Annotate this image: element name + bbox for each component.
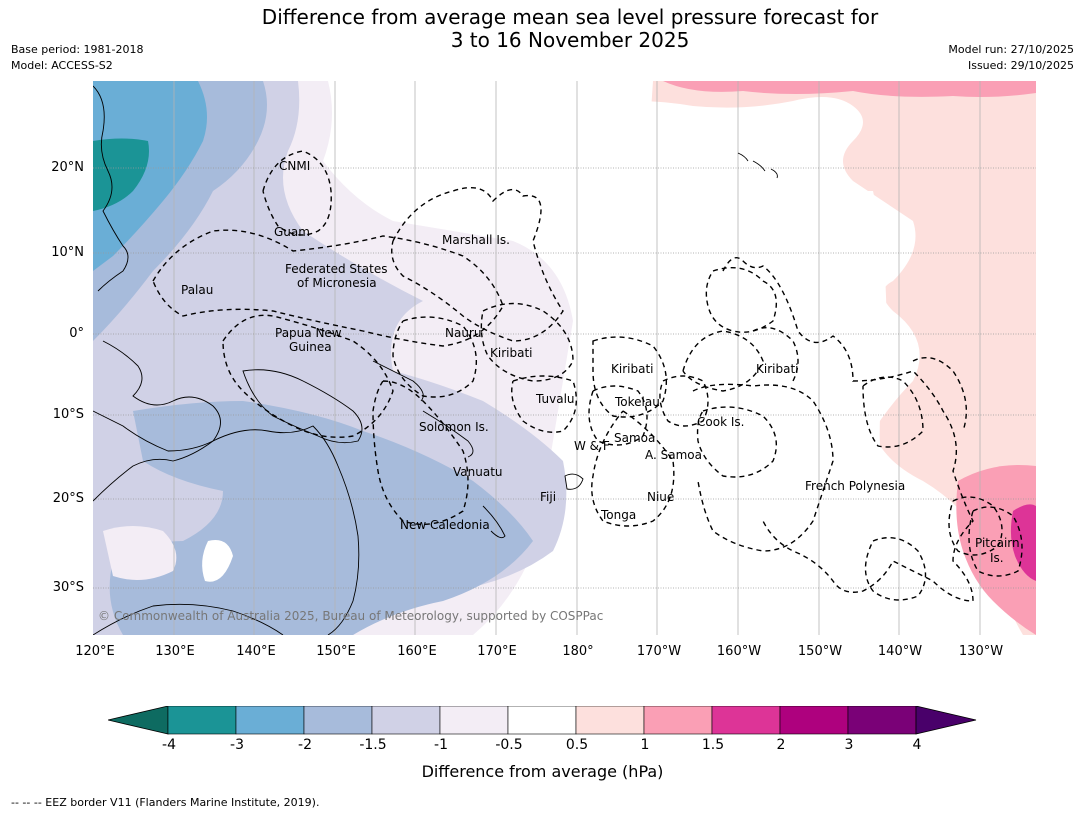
lat-label-20s: 20°S [52, 491, 84, 506]
model-name: Model: ACCESS-S2 [11, 59, 113, 72]
region-labels: CNMI Guam Marshall Is. Federated States … [181, 159, 1020, 565]
colorbar-tick: 1 [640, 737, 650, 753]
map: CNMI Guam Marshall Is. Federated States … [93, 81, 1036, 635]
field-white-gap [563, 81, 658, 635]
colorbar-bin-7 [575, 706, 645, 735]
issued-date: Issued: 29/10/2025 [967, 59, 1074, 72]
label-fsm-2: of Micronesia [297, 276, 377, 290]
label-wallis-futuna: W & F [574, 439, 610, 453]
label-marshall: Marshall Is. [442, 233, 510, 247]
colorbar-tick: 0.5 [565, 737, 589, 753]
lat-label-0: 0° [69, 326, 84, 341]
lon-label-170e: 170°E [477, 644, 517, 659]
colorbar-tick: -1 [434, 737, 448, 753]
base-period: Base period: 1981-2018 [11, 43, 144, 56]
copyright-notice: © Commonwealth of Australia 2025, Bureau… [98, 609, 604, 623]
colorbar-bin-6 [507, 706, 577, 735]
lon-label-160w: 160°W [716, 644, 762, 659]
colorbar [108, 706, 977, 735]
chart-title: Difference from average mean sea level p… [0, 6, 1085, 52]
colorbar-bin-11 [847, 706, 917, 735]
colorbar-bin-2 [235, 706, 305, 735]
field-plus-1-south [956, 465, 1036, 635]
field-minus-3 [93, 138, 149, 211]
title-line-1: Difference from average mean sea level p… [261, 5, 879, 29]
title-line-2: 3 to 16 November 2025 [450, 28, 690, 52]
label-guam: Guam [274, 225, 310, 239]
label-niue: Niue [647, 490, 674, 504]
label-cnmi: CNMI [279, 159, 310, 173]
label-american-samoa: A. Samoa [645, 448, 702, 462]
colorbar-tick: -4 [162, 737, 176, 753]
colorbar-tick: -3 [230, 737, 244, 753]
label-tonga: Tonga [600, 508, 636, 522]
lon-label-130w: 130°W [958, 644, 1004, 659]
lat-label-20n: 20°N [51, 160, 84, 175]
colorbar-arrow-left [108, 706, 169, 735]
field-plus-0.5 [563, 81, 1036, 635]
label-pitcairn-2: Is. [990, 551, 1004, 565]
lon-label-150e: 150°E [316, 644, 356, 659]
label-palau: Palau [181, 283, 213, 297]
label-tuvalu: Tuvalu [535, 392, 575, 406]
field-white-mid [613, 191, 963, 635]
colorbar-tick: -0.5 [495, 737, 523, 753]
label-vanuatu: Vanuatu [453, 465, 503, 479]
label-fsm-1: Federated States [285, 262, 387, 276]
field-minus-2 [93, 81, 207, 271]
label-solomon: Solomon Is. [419, 420, 489, 434]
colorbar-bin-3 [303, 706, 373, 735]
lat-label-30s: 30°S [52, 580, 84, 595]
meta-left: Base period: 1981-2018 Model: ACCESS-S2 [11, 42, 143, 74]
coastlines [93, 85, 778, 635]
label-kiribati-west: Kiribati [490, 346, 532, 360]
lon-label-150w: 150°W [797, 644, 843, 659]
lat-label-10s: 10°S [52, 407, 84, 422]
label-png-1: Papua New [275, 326, 342, 340]
colorbar-bin-4 [371, 706, 441, 735]
label-french-polynesia: French Polynesia [805, 479, 905, 493]
label-png-2: Guinea [289, 340, 332, 354]
meta-right: Model run: 27/10/2025 Issued: 29/10/2025 [948, 42, 1074, 74]
colorbar-tick: -2 [298, 737, 312, 753]
eez-borders [152, 150, 1023, 602]
label-cook-islands: Cook Is. [697, 415, 744, 429]
graticule [173, 81, 981, 635]
colorbar-bin-10 [779, 706, 849, 735]
label-samoa: Samoa [614, 431, 655, 445]
colorbar-bin-9 [711, 706, 781, 735]
colorbar-label: Difference from average (hPa) [421, 762, 664, 781]
lon-label-130e: 130°E [155, 644, 195, 659]
lon-label-160e: 160°E [397, 644, 437, 659]
lat-label-10n: 10°N [51, 245, 84, 260]
colorbar-arrow-right [915, 706, 977, 735]
label-pitcairn-1: Pitcairn [975, 536, 1020, 550]
label-fiji: Fiji [540, 490, 556, 504]
label-kiribati-central: Kiribati [611, 362, 653, 376]
model-run: Model run: 27/10/2025 [948, 43, 1074, 56]
lon-label-140w: 140°W [877, 644, 923, 659]
field-near-zero-patch [103, 526, 177, 580]
label-new-caledonia: New Caledonia [400, 518, 490, 532]
lon-label-180: 180° [562, 644, 594, 659]
colorbar-tick: 4 [912, 737, 922, 753]
colorbar-bin-5 [439, 706, 509, 735]
latitude-lines [93, 167, 1036, 589]
colorbar-tick: 2 [776, 737, 786, 753]
label-nauru: Nauru [445, 326, 481, 340]
colorbar-tick: -1.5 [359, 737, 387, 753]
field-near-zero-patch-2 [202, 540, 233, 582]
field-plus-1 [663, 81, 1036, 97]
colorbar-bin-8 [643, 706, 713, 735]
lon-label-170w: 170°W [636, 644, 682, 659]
footnote-eez: -- -- -- EEZ border V11 (Flanders Marine… [11, 796, 320, 809]
field-plus-1.5 [1010, 504, 1036, 581]
colorbar-bin-1 [167, 706, 237, 735]
label-tokelau: Tokelau [614, 395, 660, 409]
colorbar-tick: 3 [844, 737, 854, 753]
lon-label-120e: 120°E [75, 644, 115, 659]
label-kiribati-east: Kiribati [756, 362, 798, 376]
colorbar-tick: 1.5 [701, 737, 725, 753]
lon-label-140e: 140°E [236, 644, 276, 659]
